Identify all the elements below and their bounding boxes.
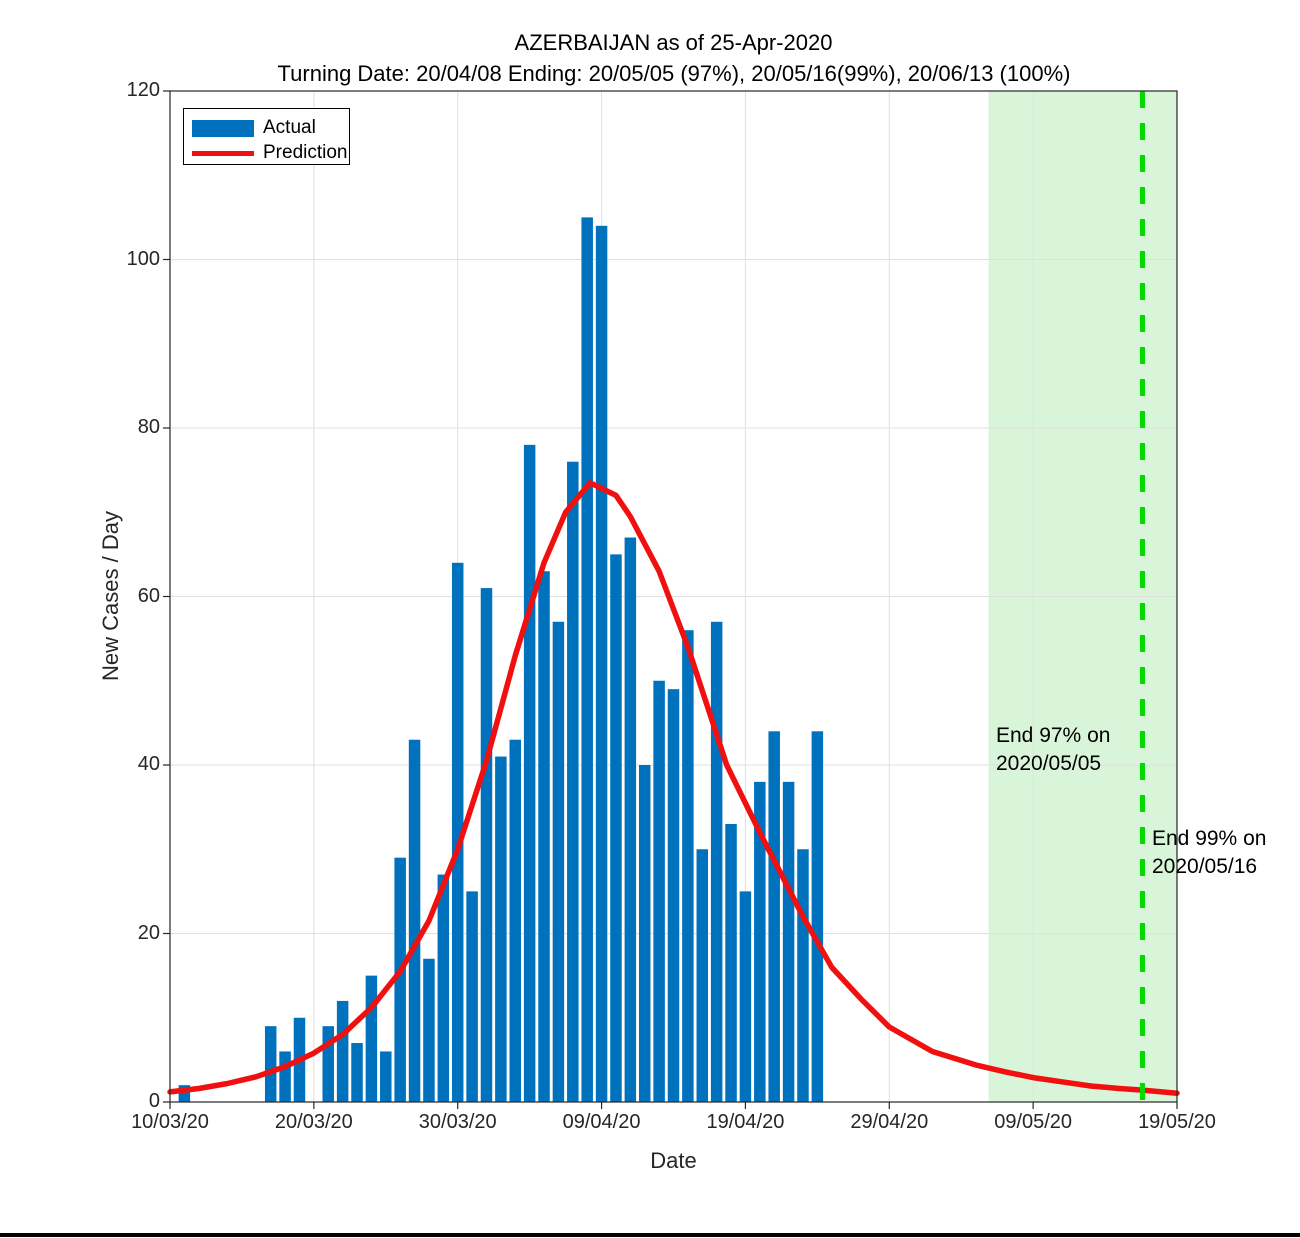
x-tick-label: 19/04/20 (706, 1111, 785, 1133)
chart-subtitle: Turning Date: 20/04/08 Ending: 20/05/05 … (277, 61, 1071, 86)
actual-bar (466, 891, 478, 1102)
actual-bar (264, 1026, 277, 1102)
actual-bar (638, 765, 651, 1102)
actual-bar (495, 756, 507, 1102)
window-bottom-border (0, 1233, 1300, 1237)
actual-bar (509, 739, 522, 1102)
y-tick-label: 20 (137, 921, 160, 944)
actual-bar (739, 891, 752, 1102)
actual-bar (610, 554, 622, 1102)
actual-bar (768, 731, 780, 1102)
actual-bar (322, 1026, 334, 1102)
y-tick-label: 120 (126, 79, 160, 101)
actual-bar (782, 781, 795, 1102)
end-99-annotation: End 99% on 2020/05/16 (1152, 825, 1266, 881)
actual-bar (408, 739, 421, 1102)
actual-bar (725, 823, 737, 1102)
legend-actual-label: Actual (263, 117, 316, 138)
actual-bar (380, 1051, 392, 1102)
y-tick-label: 60 (137, 584, 160, 607)
prediction-curve (167, 480, 1180, 1096)
actual-bar (567, 461, 579, 1102)
y-tick-label: 0 (148, 1090, 160, 1112)
end-97-annotation: End 97% on 2020/05/05 (996, 722, 1110, 778)
x-tick-label: 09/05/20 (994, 1111, 1073, 1133)
actual-bar (480, 588, 493, 1102)
end-97-annotation-line1: End 97% on (996, 724, 1111, 747)
x-tick-label: 29/04/20 (850, 1111, 929, 1133)
actual-bar (437, 874, 450, 1102)
actual-bar (365, 975, 378, 1102)
actual-bar (581, 217, 593, 1102)
legend-item-actual: Actual (192, 117, 316, 139)
actual-bar (595, 225, 608, 1103)
y-tick-label: 40 (137, 753, 160, 775)
actual-bar (351, 1043, 363, 1102)
actual-bar (552, 621, 565, 1102)
end-97-annotation-line2: 2020/05/05 (996, 752, 1102, 775)
actual-bar (754, 781, 766, 1102)
x-tick-label: 10/03/20 (131, 1111, 209, 1133)
actual-bar (710, 621, 723, 1102)
y-tick-label: 100 (126, 247, 160, 270)
actual-bar (682, 630, 694, 1102)
actual-bar (423, 958, 435, 1102)
legend-prediction-line-swatch (192, 150, 254, 156)
actual-bar (811, 731, 824, 1102)
actual-bar (336, 1000, 349, 1102)
x-tick-label: 20/03/20 (274, 1111, 353, 1133)
actual-bar (538, 571, 550, 1102)
legend-actual-bar-swatch (192, 119, 254, 137)
y-tick-label: 80 (137, 416, 160, 438)
actual-bar (667, 689, 680, 1102)
x-tick-label: 19/05/20 (1138, 1111, 1216, 1133)
end-99-annotation-line1: End 99% on (1152, 827, 1267, 850)
actual-bar (797, 849, 809, 1102)
actual-bar (523, 444, 536, 1103)
actual-bar (279, 1051, 291, 1102)
x-tick-label: 09/04/20 (562, 1111, 641, 1133)
x-tick-label: 30/03/20 (418, 1111, 497, 1133)
legend-item-prediction: Prediction (192, 142, 348, 164)
end-99-annotation-line2: 2020/05/16 (1152, 855, 1258, 878)
actual-bar (653, 680, 665, 1102)
actual-bar (696, 849, 709, 1102)
actual-bar (451, 562, 464, 1102)
chart-title: AZERBAIJAN as of 25-Apr-2020 (514, 30, 833, 55)
actual-bar (624, 537, 637, 1102)
x-axis-label: Date (650, 1148, 697, 1173)
actual-bar (178, 1085, 191, 1102)
actual-bar (394, 857, 406, 1102)
legend-prediction-label: Prediction (263, 142, 348, 163)
legend: Actual Prediction (183, 108, 350, 165)
